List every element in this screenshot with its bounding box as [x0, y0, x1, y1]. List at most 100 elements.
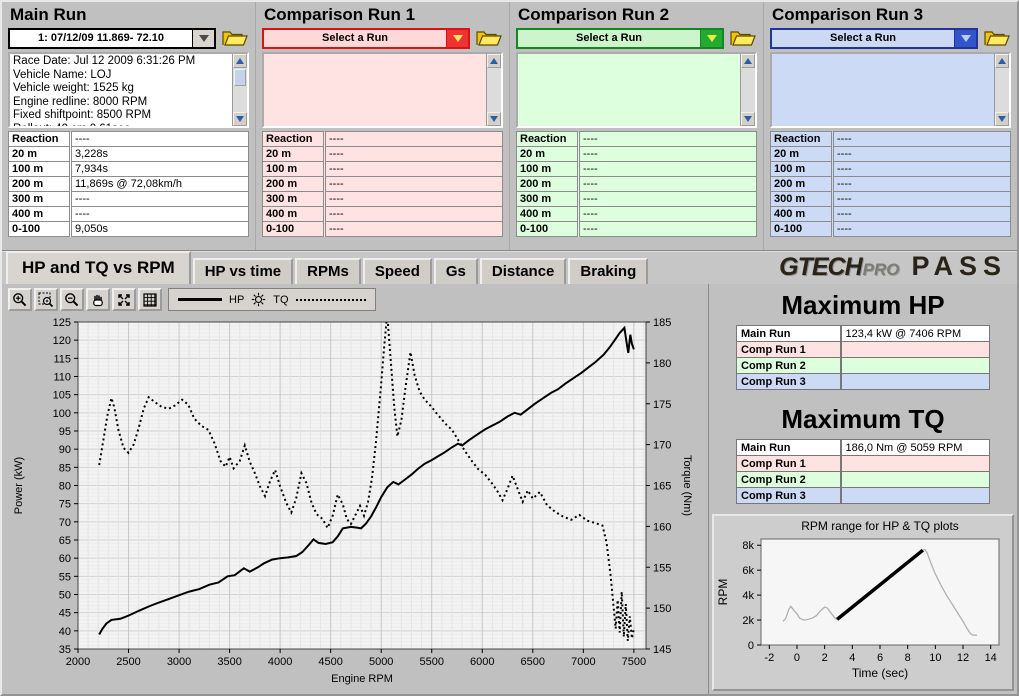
comparison-run-3-open-file-button[interactable] [983, 29, 1011, 49]
comparison-run-2-combobox-dropdown-button[interactable] [700, 30, 722, 47]
scroll-down-button[interactable] [233, 112, 247, 126]
main-run-info-box: Race Date: Jul 12 2009 6:31:26 PM Vehicl… [8, 52, 249, 128]
max-hp-value [840, 341, 990, 358]
svg-text:155: 155 [653, 562, 671, 574]
svg-text:0: 0 [794, 652, 800, 664]
comparison-run-2-info-box [516, 52, 757, 128]
x-axis-label: Engine RPM [331, 673, 393, 685]
scroll-down-button[interactable] [995, 112, 1009, 126]
svg-text:5500: 5500 [419, 656, 443, 668]
comparison-run-1-open-file-button[interactable] [475, 29, 503, 49]
svg-text:160: 160 [653, 521, 671, 533]
stat-label: Reaction [8, 131, 72, 147]
max-hp-value: 123,4 kW @ 7406 RPM [840, 325, 990, 342]
comparison-run-2-combobox[interactable]: Select a Run [516, 28, 724, 49]
selected-rpm-range [836, 548, 924, 621]
chart-toolbar: HP TQ [8, 288, 708, 311]
tab-gs[interactable]: Gs [433, 258, 478, 284]
table-row: 300 m ---- [262, 191, 503, 207]
main-run-combobox[interactable]: 1: 07/12/09 11.869- 72.10 [8, 28, 216, 49]
scroll-up-button[interactable] [233, 54, 247, 68]
comparison-run-3-combobox-value[interactable]: Select a Run [829, 32, 897, 44]
main-run-combobox-value[interactable]: 1: 07/12/09 11.869- 72.10 [38, 32, 164, 44]
toggle-grid-button[interactable] [138, 288, 162, 311]
stat-label: Reaction [516, 131, 580, 147]
zoom-out-button[interactable] [60, 288, 84, 311]
table-row: 0-100 ---- [516, 221, 757, 237]
comparison-run-1-panel: Comparison Run 1 Select a Run Reaction -- [256, 2, 510, 250]
pan-button[interactable] [86, 288, 110, 311]
stat-value: 11,869s @ 72,08km/h [70, 176, 249, 192]
comparison-run-1-combobox-dropdown-button[interactable] [446, 30, 468, 47]
svg-text:40: 40 [59, 626, 71, 638]
table-row: Comp Run 3 [736, 487, 990, 504]
main-run-scrollbar[interactable] [232, 54, 247, 126]
table-row: Comp Run 3 [736, 373, 990, 390]
scroll-down-button[interactable] [487, 112, 501, 126]
tab-hp-and-tq-vs-rpm[interactable]: HP and TQ vs RPM [6, 251, 191, 284]
zoom-to-selection-button[interactable] [34, 288, 58, 311]
zoom-in-icon [13, 292, 27, 306]
svg-text:8k: 8k [742, 540, 754, 552]
comparison-run-2-info-text [518, 54, 755, 55]
tab-hp-vs-time[interactable]: HP vs time [192, 258, 294, 284]
hp-curve [98, 325, 635, 635]
table-row: 0-100 9,050s [8, 221, 249, 237]
rpm-range-chart[interactable]: RPM range for HP & TQ plots -2 0 2 4 6 8 10 12 14… [715, 517, 1011, 683]
main-run-combobox-dropdown-button[interactable] [192, 30, 214, 47]
svg-text:115: 115 [53, 353, 71, 365]
stat-label: 20 m [516, 146, 580, 162]
table-row: Comp Run 2 [736, 471, 990, 488]
run-label: Main Run [736, 439, 842, 456]
comparison-run-1-info-text [264, 54, 501, 55]
tab-distance[interactable]: Distance [479, 258, 567, 284]
svg-text:185: 185 [653, 317, 671, 329]
svg-text:105: 105 [53, 390, 71, 402]
zoom-in-button[interactable] [8, 288, 32, 311]
comparison-run-2-scrollbar[interactable] [740, 54, 755, 126]
tab-speed[interactable]: Speed [362, 258, 432, 284]
arrow-up-icon [998, 58, 1006, 64]
tab-braking[interactable]: Braking [568, 258, 649, 284]
comparison-run-2-open-file-button[interactable] [729, 29, 757, 49]
svg-text:4500: 4500 [318, 656, 342, 668]
scroll-up-button[interactable] [741, 54, 755, 68]
comparison-run-3-scrollbar[interactable] [994, 54, 1009, 126]
zoom-to-fit-button[interactable] [112, 288, 136, 311]
gtechpro-pass-logo: GTECH PRO PASS [779, 251, 1017, 284]
comparison-run-3-combobox-dropdown-button[interactable] [954, 30, 976, 47]
stat-value: ---- [578, 221, 757, 237]
table-row: Reaction ---- [8, 131, 249, 147]
main-run-open-file-button[interactable] [221, 29, 249, 49]
logo-pass-text: PASS [911, 251, 1007, 281]
gear-icon[interactable] [251, 292, 266, 307]
run-label: Comp Run 1 [736, 455, 842, 472]
stat-value: ---- [324, 161, 503, 177]
scroll-thumb[interactable] [234, 69, 246, 86]
svg-text:50: 50 [59, 590, 71, 602]
comparison-run-1-combobox[interactable]: Select a Run [262, 28, 470, 49]
stat-value: ---- [578, 206, 757, 222]
svg-text:60: 60 [59, 553, 71, 565]
run-label: Main Run [736, 325, 842, 342]
stat-value: ---- [832, 221, 1011, 237]
stat-label: 300 m [262, 191, 326, 207]
stat-value: ---- [832, 206, 1011, 222]
run-label: Comp Run 2 [736, 357, 842, 374]
svg-text:3000: 3000 [167, 656, 191, 668]
scroll-up-button[interactable] [487, 54, 501, 68]
table-row: 100 m 7,934s [8, 161, 249, 177]
tab-rpms[interactable]: RPMs [295, 258, 361, 284]
comparison-run-2-combobox-value[interactable]: Select a Run [575, 32, 643, 44]
stat-label: Reaction [770, 131, 834, 147]
stat-label: 20 m [262, 146, 326, 162]
comparison-run-1-combobox-value[interactable]: Select a Run [321, 32, 389, 44]
hp-tq-vs-rpm-chart[interactable]: 2000 2500 3000 3500 4000 4500 5000 5500 6000 6500… [8, 314, 704, 690]
comparison-run-3-combobox[interactable]: Select a Run [770, 28, 978, 49]
scroll-up-button[interactable] [995, 54, 1009, 68]
svg-text:170: 170 [653, 440, 671, 452]
table-row: Main Run 186,0 Nm @ 5059 RPM [736, 439, 990, 456]
stat-label: 400 m [516, 206, 580, 222]
comparison-run-1-scrollbar[interactable] [486, 54, 501, 126]
scroll-down-button[interactable] [741, 112, 755, 126]
